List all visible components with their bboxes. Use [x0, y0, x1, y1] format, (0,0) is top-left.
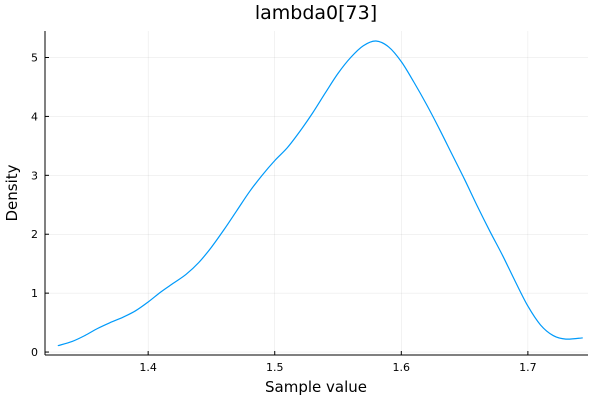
chart-title: lambda0[73]	[255, 2, 377, 24]
x-tick-label-0: 1.4	[139, 361, 157, 374]
y-axis-label: Density	[3, 164, 21, 221]
x-axis-label: Sample value	[265, 378, 367, 396]
y-tick-label-0: 0	[31, 346, 38, 359]
y-tick-label-1: 1	[31, 287, 38, 300]
tick-marks	[45, 57, 529, 355]
y-tick-label-2: 2	[31, 228, 38, 241]
y-tick-label-4: 4	[31, 110, 38, 123]
x-tick-label-2: 1.6	[393, 361, 411, 374]
grid	[45, 31, 588, 355]
y-tick-label-3: 3	[31, 169, 38, 182]
axes	[44, 31, 588, 356]
x-tick-label-1: 1.5	[266, 361, 284, 374]
density-line-series-0	[57, 40, 583, 347]
series-layer	[57, 40, 583, 347]
y-tick-label-5: 5	[31, 52, 38, 65]
x-tick-label-3: 1.7	[519, 361, 537, 374]
